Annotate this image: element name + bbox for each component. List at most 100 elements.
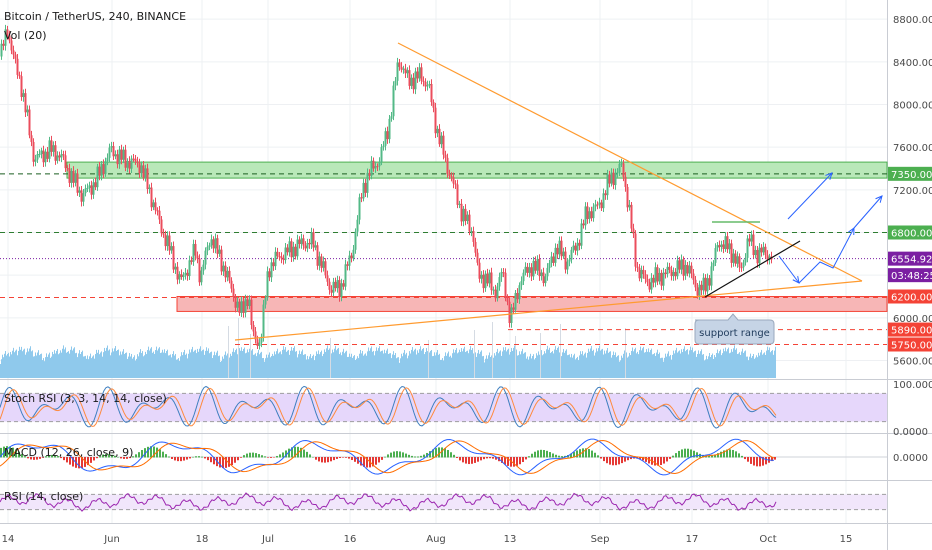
volume-bar bbox=[336, 350, 337, 378]
price-tick: 7200.00 bbox=[893, 186, 932, 197]
trend-drawings[interactable] bbox=[234, 42, 883, 341]
macd-hist-bar bbox=[354, 457, 356, 462]
volume-bar bbox=[37, 352, 38, 378]
candle-body bbox=[436, 128, 439, 134]
candle-body bbox=[82, 193, 85, 202]
candle-body bbox=[446, 157, 449, 175]
candle-body bbox=[258, 342, 261, 346]
volume-bar bbox=[197, 348, 198, 378]
macd-hist-bar bbox=[162, 451, 164, 458]
macd-hist-bar bbox=[24, 456, 26, 458]
candle-body bbox=[176, 266, 179, 280]
candle-body bbox=[132, 158, 135, 160]
volume-bar bbox=[742, 348, 743, 378]
volume-bar bbox=[738, 353, 739, 378]
macd-hist-bar bbox=[96, 457, 98, 459]
volume-bar bbox=[302, 349, 303, 378]
candle-body bbox=[18, 74, 21, 77]
candle-body bbox=[92, 182, 95, 195]
candle-body bbox=[178, 274, 181, 280]
candle-body bbox=[438, 128, 441, 145]
candle-body bbox=[762, 246, 765, 253]
candle-body bbox=[422, 80, 425, 82]
price-tick: 5600.00 bbox=[893, 357, 932, 368]
volume-bar bbox=[498, 353, 499, 378]
candle-body bbox=[712, 262, 715, 267]
macd-hist-bar bbox=[732, 449, 734, 458]
candle-body bbox=[316, 245, 319, 266]
volume-bar bbox=[140, 349, 141, 378]
volume-bar bbox=[473, 353, 474, 378]
macd-hist-bar bbox=[225, 457, 227, 468]
volume-bar bbox=[692, 347, 693, 378]
volume-bar bbox=[403, 352, 404, 378]
volume-bar bbox=[225, 351, 226, 378]
candle-body bbox=[514, 292, 517, 310]
macd-hist-bar bbox=[378, 457, 380, 463]
candle-body bbox=[336, 280, 339, 289]
volume-bar bbox=[351, 353, 352, 378]
candle-body bbox=[478, 262, 481, 279]
volume-bar bbox=[125, 352, 126, 378]
macd-hist-bar bbox=[324, 457, 326, 463]
volume-bar bbox=[490, 357, 491, 378]
candle-body bbox=[118, 149, 121, 165]
volume-bar bbox=[619, 361, 620, 378]
macd-hist-bar bbox=[147, 446, 149, 458]
volume-bar bbox=[286, 351, 287, 378]
volume-bar bbox=[617, 355, 618, 378]
volume-bar bbox=[339, 354, 340, 378]
macd-hist-bar bbox=[195, 456, 197, 458]
volume-bar bbox=[29, 348, 30, 378]
volume-bar bbox=[338, 347, 339, 378]
candle-body bbox=[250, 299, 253, 326]
volume-bar bbox=[391, 358, 392, 378]
volume-bar bbox=[452, 353, 453, 378]
candle-body bbox=[272, 262, 275, 267]
volume-bar bbox=[604, 350, 605, 378]
macd-hist-bar bbox=[72, 457, 74, 467]
volume-bar bbox=[513, 347, 514, 378]
volume-bar bbox=[390, 353, 391, 378]
volume-bar bbox=[242, 351, 243, 378]
macd-hist-bar bbox=[507, 457, 509, 466]
candle-body bbox=[476, 252, 479, 263]
support-range-callout[interactable]: support range bbox=[694, 313, 775, 345]
volume-spike bbox=[228, 326, 229, 378]
candle-body bbox=[588, 211, 591, 220]
candle-body bbox=[296, 239, 299, 257]
candle-body bbox=[6, 29, 9, 36]
macd-hist-bar bbox=[672, 455, 674, 458]
volume-bar bbox=[663, 361, 664, 378]
macd-hist-bar bbox=[471, 457, 473, 464]
volume-bar bbox=[369, 350, 370, 378]
volume-bars bbox=[0, 318, 776, 378]
volume-bar bbox=[312, 356, 313, 378]
macd-hist-bar bbox=[297, 446, 299, 458]
volume-bar bbox=[356, 358, 357, 378]
volume-bar bbox=[326, 348, 327, 378]
macd-hist-bar bbox=[693, 450, 695, 458]
time-axis[interactable]: 14 Jun 18 Jul 16 Aug 13 Sep 17 Oct 15 bbox=[2, 534, 853, 545]
volume-bar bbox=[24, 348, 25, 378]
macd-hist-bar bbox=[264, 456, 266, 458]
macd-hist-bar bbox=[561, 456, 563, 458]
volume-bar bbox=[296, 351, 297, 378]
volume-bar bbox=[344, 353, 345, 378]
time-tick: 15 bbox=[840, 534, 853, 545]
candle-body bbox=[376, 166, 379, 168]
candle-body bbox=[674, 271, 677, 277]
macd-hist-bar bbox=[12, 447, 14, 458]
volume-bar bbox=[464, 346, 465, 378]
candle-body bbox=[98, 166, 101, 176]
volume-bar bbox=[261, 351, 262, 378]
volume-bar bbox=[9, 356, 10, 378]
volume-bar bbox=[497, 348, 498, 378]
candles bbox=[0, 24, 773, 350]
volume-bar bbox=[703, 354, 704, 378]
candle-body bbox=[596, 204, 599, 206]
volume-bar bbox=[387, 348, 388, 378]
volume-bar bbox=[358, 358, 359, 378]
candle-body bbox=[332, 281, 335, 293]
